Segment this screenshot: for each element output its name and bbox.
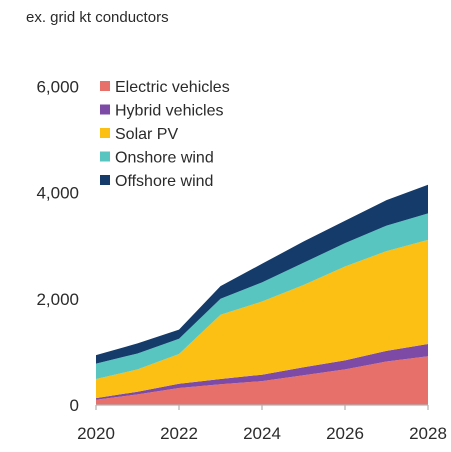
legend: Electric vehicles Hybrid vehicles Solar PV… <box>100 79 230 190</box>
y-axis-label: ex. grid kt conductors <box>26 9 169 26</box>
y-tick-label: 4,000 <box>36 184 79 203</box>
legend-label: Electric vehicles <box>115 79 230 96</box>
y-tick-label: 2,000 <box>36 290 79 309</box>
y-tick-label: 0 <box>70 396 79 415</box>
axes: 0 2,000 4,000 6,000 2020 2022 2024 2026 2028 <box>36 78 446 444</box>
x-tick-label: 2026 <box>326 424 364 443</box>
x-tick-label: 2020 <box>77 424 115 443</box>
legend-label: Hybrid vehicles <box>115 103 223 120</box>
legend-label: Onshore wind <box>115 150 214 167</box>
y-tick-label: 6,000 <box>36 78 79 97</box>
legend-label: Solar PV <box>115 126 178 143</box>
area-offshore-wind <box>96 184 428 364</box>
area-electric-vehicles <box>96 356 428 405</box>
legend-label: Offshore wind <box>115 173 213 190</box>
legend-swatch <box>100 175 110 185</box>
x-tick-label: 2024 <box>243 424 281 443</box>
area-hybrid-vehicles <box>96 344 428 400</box>
area-onshore-wind <box>96 213 428 379</box>
legend-swatch <box>100 151 110 162</box>
area-solar-pv <box>96 239 428 399</box>
legend-swatch <box>100 104 110 115</box>
legend-swatch <box>100 81 110 91</box>
x-tick-label: 2022 <box>160 424 198 443</box>
legend-swatch <box>100 128 110 138</box>
x-tick-label: 2028 <box>409 424 447 443</box>
area-layers <box>96 184 428 405</box>
